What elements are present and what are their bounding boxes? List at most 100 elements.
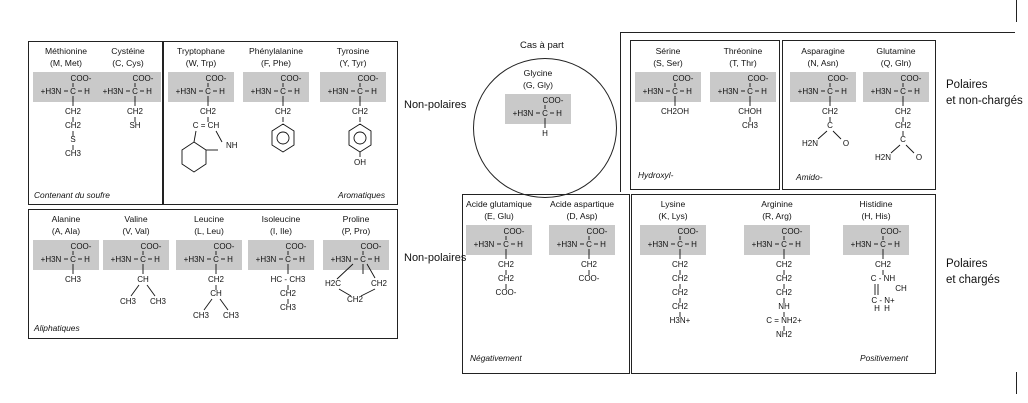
benzene-ring [271, 123, 295, 153]
alpha-hydrogen-text: H [841, 87, 847, 96]
side-chain-text: CH2 [200, 107, 217, 116]
svg-text:CH: CH [895, 284, 907, 293]
benzene-ring-inner [276, 131, 290, 145]
structure-drawing: COO- +H3N C H CH3 [41, 242, 92, 284]
alpha-hydrogen-text: H [556, 109, 562, 118]
backbone-box: COO- +H3N C H CH2 [243, 72, 309, 153]
side-chain-text: CH2 [208, 275, 225, 284]
side-chain-text: HC - CH3 [271, 275, 306, 284]
alpha-hydrogen-text: H [219, 87, 225, 96]
svg-text:CH3: CH3 [120, 297, 137, 306]
side-chain-text: CH2 [280, 289, 297, 298]
amine-text: +H3N [871, 87, 892, 96]
amino-acid-code: (C, Cys) [112, 57, 144, 68]
bond-line [338, 288, 352, 297]
side-chain-text: H [542, 129, 548, 138]
carboxylate-text: COO- [543, 96, 564, 105]
side-chain-text: CH2 [581, 260, 598, 269]
alpha-carbon-text: C [132, 87, 138, 96]
backbone-box: COO- +H3N C H CH2 SH [95, 72, 161, 130]
svg-text:H2N: H2N [875, 153, 891, 162]
right-edge-rule-bottom [1016, 372, 1018, 394]
backbone-box: COO- +H3N C H CH2 C = CH NH [168, 72, 238, 173]
amino-acid-pro: Proline (P, Pro) COO- +H3N C H H2C CH2 CH2 [323, 214, 389, 304]
amine-text: +H3N [103, 87, 124, 96]
svg-text:CH2: CH2 [371, 279, 388, 288]
svg-text:C: C [827, 121, 833, 130]
carboxylate-text: COO- [141, 242, 162, 251]
alpha-carbon-text: C [140, 255, 146, 264]
amino-acid-code: (K, Lys) [658, 210, 688, 221]
amine-text: +H3N [557, 240, 578, 249]
hydroxyl-group-box [630, 40, 780, 190]
alpha-hydrogen-text: H [84, 255, 90, 264]
amino-acid-name: Isoleucine [261, 214, 301, 224]
side-chain-text: CH2 [776, 288, 793, 297]
negative-tag: Négativement [470, 353, 522, 363]
right-edge-rule [1016, 0, 1018, 22]
backbone-box: COO- +H3N C H CH2 COO- [549, 225, 615, 283]
alpha-carbon-text: C [503, 240, 509, 249]
alpha-carbon-text: C [677, 240, 683, 249]
alpha-hydrogen-text: H [517, 240, 523, 249]
side-chain-text: NH [778, 302, 790, 311]
structure-drawing: COO- +H3N C H CH2 SH [103, 74, 154, 130]
side-chain-text: CH2 [895, 107, 912, 116]
alpha-carbon-text: C [781, 240, 787, 249]
amino-acid-code: (L, Leu) [194, 225, 224, 236]
carboxylate-text: COO- [133, 74, 154, 83]
structure-drawing: COO- +H3N C H CHOH CH3 [718, 74, 769, 130]
side-chain-text: SH [129, 121, 140, 130]
amino-acid-cys: Cystéine (C, Cys) COO- +H3N C H CH2 SH [95, 46, 161, 130]
polar-charged-line-1: Polaires [946, 258, 988, 270]
amine-text: +H3N [41, 255, 62, 264]
alpha-carbon-text: C [280, 87, 286, 96]
structure-drawing: COO- +H3N C H CH2 CH2 CH2 NH C = NH2+ NH2 [752, 227, 803, 339]
alpha-carbon-text: C [285, 255, 291, 264]
svg-text:H2C: H2C [325, 279, 341, 288]
svg-text:CH3: CH3 [223, 311, 240, 320]
bond-line [215, 130, 223, 143]
svg-text:O: O [916, 153, 922, 162]
side-chain-text: CH2 [498, 260, 515, 269]
structure-drawing: COO- +H3N C H CH2 CH2 COO- [474, 227, 525, 297]
svg-text:H2N: H2N [802, 139, 818, 148]
carboxylate-text: COO- [673, 74, 694, 83]
svg-text:CH3: CH3 [150, 297, 167, 306]
structure-drawing: COO- +H3N C H CH CH3 CH3 [111, 242, 167, 306]
amine-text: +H3N [851, 240, 872, 249]
side-chain-text: CH2 [776, 260, 793, 269]
carboxylate-text: COO- [281, 74, 302, 83]
alpha-carbon-text: C [542, 109, 548, 118]
bond-line [130, 284, 140, 297]
positive-tag: Positivement [860, 353, 908, 363]
amino-acid-code: (S, Ser) [653, 57, 683, 68]
alpha-carbon-text: C [880, 240, 886, 249]
side-chain-text: CH2 [672, 274, 689, 283]
amino-acid-lys: Lysine (K, Lys) COO- +H3N C H CH2 CH2 CH2 CH2 H3N+ [640, 199, 706, 325]
backbone-box: COO- +H3N C H CH2 CH CH3 CH3 [176, 240, 242, 320]
amine-text: +H3N [513, 109, 534, 118]
amine-text: +H3N [718, 87, 739, 96]
backbone-box: COO- +H3N C H CH2 CH2 CH2 CH2 H3N+ [640, 225, 706, 325]
bond-line [203, 298, 213, 311]
alpha-hydrogen-text: H [600, 240, 606, 249]
aliphatic-group-box [28, 209, 398, 339]
amino-acid-name: Lysine [660, 199, 686, 209]
bond-line [146, 284, 156, 297]
structure-drawing: COO- +H3N C H HC - CH3 CH2 CH3 [256, 242, 307, 312]
structure-drawing: COO- +H3N C H CH2OH [643, 74, 694, 116]
svg-text:CH: CH [210, 289, 222, 298]
amine-text: +H3N [256, 255, 277, 264]
alpha-carbon-text: C [586, 240, 592, 249]
amine-text: +H3N [328, 87, 349, 96]
alpha-hydrogen-text: H [795, 240, 801, 249]
amino-acid-name: Histidine [859, 199, 893, 209]
svg-text:CH2: CH2 [347, 295, 364, 304]
polar-uncharged-label: Polaires et non-chargés [946, 78, 1023, 109]
amino-acid-name: Alanine [51, 214, 81, 224]
aromatic-tag: Aromatiques [338, 190, 386, 200]
phenol-ring [348, 123, 372, 153]
